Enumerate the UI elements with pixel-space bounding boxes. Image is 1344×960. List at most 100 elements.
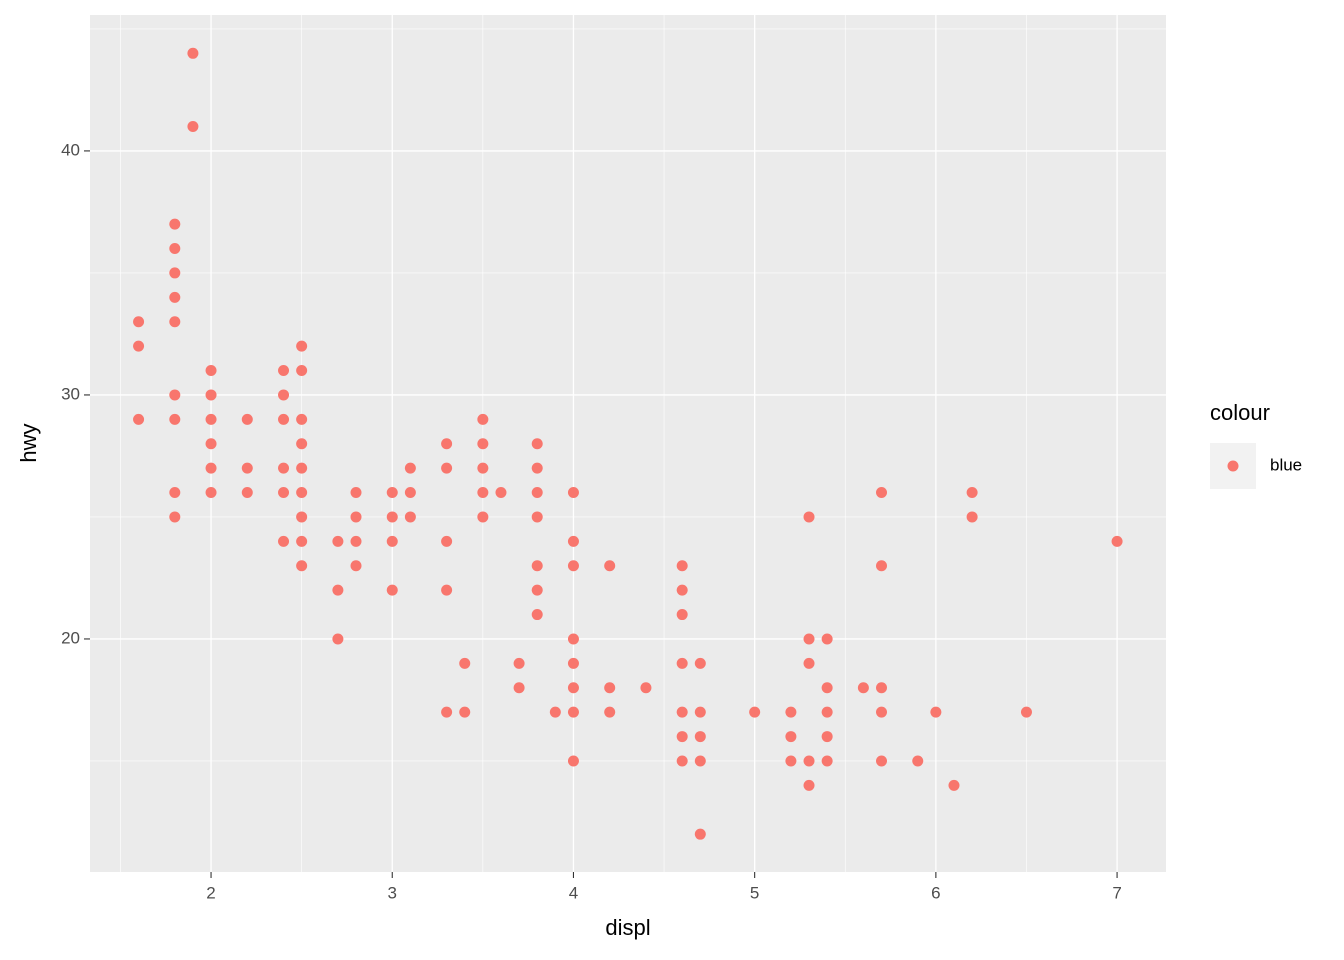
point [567,682,579,694]
point [133,316,145,328]
point [205,365,217,377]
point [495,487,507,499]
point [567,535,579,547]
point [241,462,253,474]
point [205,487,217,499]
point [350,560,362,572]
point [876,560,888,572]
point [187,47,199,59]
x-tick-label: 3 [388,883,397,902]
y-tick-label: 40 [61,140,80,159]
point [821,731,833,743]
point [477,462,489,474]
x-tick-label: 2 [206,883,215,902]
point [386,487,398,499]
point [350,487,362,499]
point [604,706,616,718]
point [513,682,525,694]
y-tick-label: 20 [61,628,80,647]
point [531,560,543,572]
point [278,365,290,377]
point [567,706,579,718]
y-axis-title: hwy [16,423,41,462]
point [803,755,815,767]
point [567,657,579,669]
point [205,438,217,450]
point [169,389,181,401]
point [549,706,561,718]
point [785,731,797,743]
point [169,218,181,230]
point [803,633,815,645]
point [676,755,688,767]
point [876,706,888,718]
point [441,535,453,547]
point [386,535,398,547]
point [296,560,308,572]
point [350,535,362,547]
point [1020,706,1032,718]
point [296,487,308,499]
point [876,755,888,767]
x-tick-label: 5 [750,883,759,902]
grid [90,15,1166,872]
point [332,633,344,645]
point [278,487,290,499]
point [441,584,453,596]
point [567,560,579,572]
point [332,535,344,547]
point [785,706,797,718]
x-tick-label: 4 [569,883,578,902]
point [241,413,253,425]
point [531,511,543,523]
point [169,243,181,255]
x-tick-label: 7 [1112,883,1121,902]
point [278,413,290,425]
point [567,755,579,767]
point [676,609,688,621]
point [477,511,489,523]
point [676,584,688,596]
point [640,682,652,694]
panel [90,15,1166,872]
point [966,511,978,523]
legend-label: blue [1270,455,1302,474]
point [676,731,688,743]
point [169,291,181,303]
legend-marker [1227,460,1239,472]
point [966,487,978,499]
point [169,413,181,425]
point [296,511,308,523]
point [531,584,543,596]
point [676,657,688,669]
point [477,487,489,499]
point [948,779,960,791]
point [441,438,453,450]
point [531,487,543,499]
point [531,609,543,621]
point [278,462,290,474]
point [676,560,688,572]
point [404,511,416,523]
point [821,706,833,718]
point [441,706,453,718]
point [785,755,797,767]
point [296,438,308,450]
point [205,413,217,425]
point [278,389,290,401]
point [296,535,308,547]
point [404,462,416,474]
point [169,316,181,328]
point [404,487,416,499]
point [386,511,398,523]
point [803,511,815,523]
point [604,560,616,572]
point [694,755,706,767]
point [567,487,579,499]
point [694,828,706,840]
point [803,657,815,669]
point [749,706,761,718]
point [133,413,145,425]
point [296,340,308,352]
